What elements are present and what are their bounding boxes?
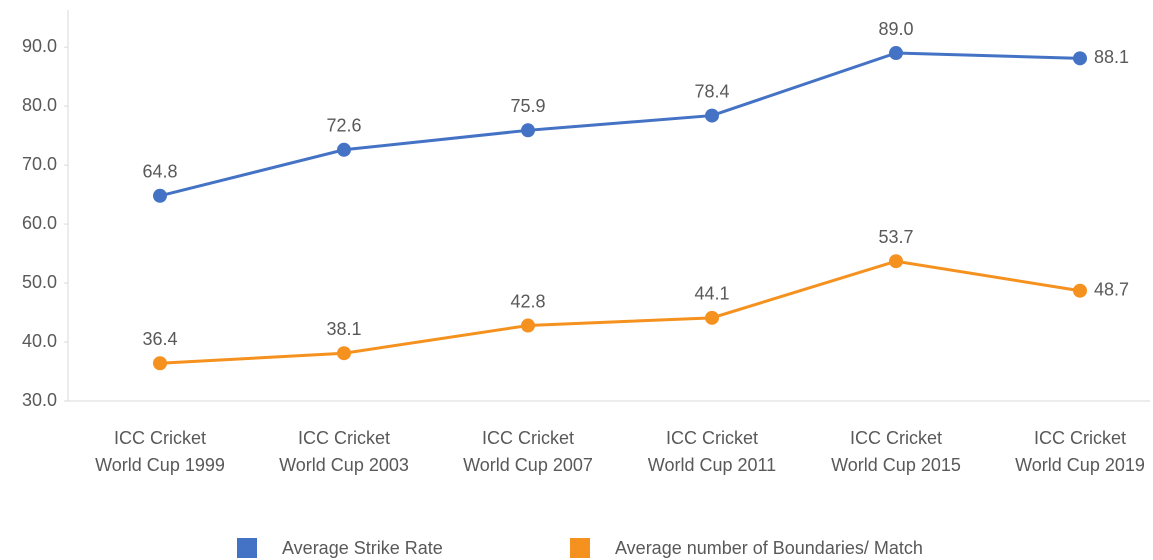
point	[705, 310, 719, 325]
line	[159, 51, 1081, 198]
y-tick-label: 70.0	[22, 154, 57, 174]
data-label: 75.9	[510, 96, 545, 116]
y-tick-label: 80.0	[22, 95, 57, 115]
point	[521, 123, 535, 138]
data-label: 36.4	[142, 329, 177, 349]
x-tick-label: ICC Cricket World Cup 2019	[1015, 428, 1145, 475]
line	[159, 259, 1081, 365]
point	[705, 108, 719, 123]
x-tick-label: ICC Cricket World Cup 1999	[95, 428, 225, 475]
legend-swatch	[570, 538, 590, 558]
data-label: 78.4	[694, 81, 729, 101]
point	[337, 142, 351, 157]
legend-label: Average number of Boundaries/ Match	[615, 538, 923, 558]
point	[153, 188, 167, 203]
data-label: 64.8	[142, 162, 177, 182]
x-tick-label: ICC Cricket World Cup 2015	[831, 428, 961, 475]
data-label: 72.6	[326, 116, 361, 136]
data-label: 53.7	[878, 227, 913, 247]
legend-swatch	[237, 538, 257, 558]
x-tick-label: ICC Cricket World Cup 2011	[647, 428, 777, 475]
y-tick-label: 40.0	[22, 331, 57, 351]
y-tick-label: 50.0	[22, 272, 57, 292]
x-tick-label: ICC Cricket World Cup 2007	[463, 428, 593, 475]
data-label: 88.1	[1094, 47, 1129, 67]
point	[1073, 283, 1087, 298]
point	[889, 46, 903, 61]
x-tick-label: ICC Cricket World Cup 2003	[279, 428, 409, 475]
data-label: 48.7	[1094, 279, 1129, 299]
point	[153, 356, 167, 371]
point	[337, 346, 351, 361]
y-tick-label: 60.0	[22, 213, 57, 233]
point	[1073, 51, 1087, 66]
data-label: 44.1	[694, 284, 729, 304]
y-tick-label: 30.0	[22, 390, 57, 410]
point	[889, 254, 903, 269]
data-label: 89.0	[878, 19, 913, 39]
y-tick-label: 90.0	[22, 36, 57, 56]
legend-label: Average Strike Rate	[282, 538, 443, 558]
data-label: 38.1	[326, 319, 361, 339]
data-label: 42.8	[510, 291, 545, 311]
point	[521, 318, 535, 333]
